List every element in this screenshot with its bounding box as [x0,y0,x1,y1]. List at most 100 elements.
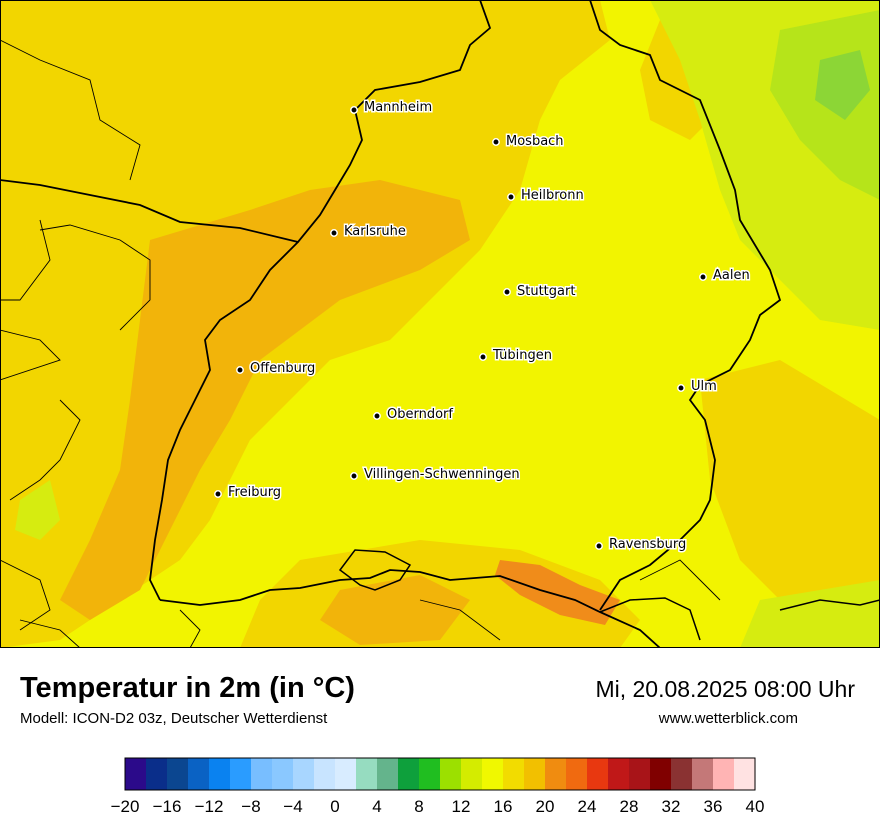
scale-tick-label: 36 [704,797,723,816]
color-scale-border [124,757,756,791]
temp-zone-12-patch [815,50,870,120]
city-karlsruhe[interactable]: Karlsruhe [330,223,407,241]
color-swatch [125,758,147,790]
city-dot [595,542,603,550]
city-offenburg[interactable]: Offenburg [236,360,317,378]
scale-tick-label: 24 [578,797,597,816]
city-label: Ravensburg [609,537,686,552]
scale-tick-label: −16 [153,797,182,816]
city-label: Stuttgart [517,284,575,299]
scale-tick-label: 20 [536,797,555,816]
city-ravensburg[interactable]: Ravensburg [595,536,688,554]
color-swatch [461,758,483,790]
scale-tick-label: −12 [195,797,224,816]
border-austria [599,597,880,641]
city-label: Mannheim [364,100,432,115]
color-swatch [146,758,168,790]
temp-zone-22-rhine [60,180,470,620]
temp-zone-22-south [320,575,470,645]
color-swatch [671,758,693,790]
city-aalen[interactable]: Aalen [699,267,751,285]
border-state-baden-wuerttemberg [0,0,782,611]
color-scale-ticks: −20 −16 −12 −8 −4 0 4 8 12 16 20 24 28 32 36 40 [111,797,765,816]
city-label: Oberndorf [387,407,453,422]
border-switzerland-loop [338,549,412,591]
color-swatch [272,758,294,790]
scale-tick-label: 40 [746,797,765,816]
city-stuttgart[interactable]: Stuttgart [503,283,577,301]
color-swatch [692,758,714,790]
city-dot [699,273,707,281]
color-swatch [251,758,273,790]
city-dot [214,490,222,498]
scale-tick-label: 4 [372,797,381,816]
city-tuebingen[interactable]: Tübingen [479,347,554,365]
temp-zone-20-southeast [700,360,880,620]
city-label: Ulm [691,379,717,394]
website-link[interactable]: www.wetterblick.com [658,710,798,727]
color-swatch [566,758,588,790]
temp-zone-16-southwest [15,480,60,540]
color-swatch [482,758,504,790]
color-swatch [545,758,567,790]
city-heilbronn[interactable]: Heilbronn [507,187,585,205]
scale-tick-label: 32 [662,797,681,816]
city-label: Aalen [713,268,750,283]
color-swatch [209,758,231,790]
city-dot [677,384,685,392]
temp-zone-16-southeast [740,580,880,648]
color-swatch [524,758,546,790]
color-swatch [587,758,609,790]
temperature-map[interactable]: Mannheim Mosbach Heilbronn Karlsruhe Aal… [0,0,880,648]
scale-tick-label: −4 [283,797,302,816]
city-dot [350,472,358,480]
color-swatch [230,758,252,790]
city-label: Heilbronn [521,188,584,203]
color-swatch [650,758,672,790]
color-swatch [377,758,399,790]
city-villingen-schwenningen[interactable]: Villingen-Schwenningen [350,466,521,484]
city-oberndorf[interactable]: Oberndorf [373,406,455,424]
city-dot [507,193,515,201]
city-dot [350,106,358,114]
color-scale-swatches [125,758,756,790]
city-dot [236,366,244,374]
scale-tick-label: −8 [241,797,260,816]
city-dot [479,353,487,361]
color-swatch [293,758,315,790]
border-rhine-france [149,241,299,601]
city-label: Offenburg [250,361,315,376]
city-label: Karlsruhe [344,224,406,239]
color-swatch [440,758,462,790]
color-scale-legend: −20 −16 −12 −8 −4 0 4 8 12 16 20 24 28 32 36 40 [0,750,880,830]
city-label: Mosbach [506,134,564,149]
model-source: Modell: ICON-D2 03z, Deutscher Wetterdie… [20,710,328,727]
city-dot [503,288,511,296]
city-mannheim[interactable]: Mannheim [350,99,434,117]
scale-tick-label: 16 [494,797,513,816]
border-switzerland [159,569,661,648]
city-mosbach[interactable]: Mosbach [492,133,565,151]
color-swatch [503,758,525,790]
color-swatch [713,758,735,790]
city-dot [373,412,381,420]
color-swatch [608,758,630,790]
color-swatch [629,758,651,790]
city-label: Villingen-Schwenningen [364,467,520,482]
map-title: Temperatur in 2m (in °C) [20,672,355,704]
city-freiburg[interactable]: Freiburg [214,484,283,502]
color-swatch [734,758,756,790]
city-ulm[interactable]: Ulm [677,378,718,396]
color-swatch [398,758,420,790]
color-swatch [356,758,378,790]
forecast-datetime: Mi, 20.08.2025 08:00 Uhr [595,676,855,702]
temp-zone-24-bodensee [495,560,620,625]
scale-tick-label: 0 [330,797,339,816]
scale-tick-label: 12 [452,797,471,816]
scale-tick-label: 8 [414,797,423,816]
color-swatch [335,758,357,790]
color-swatch [167,758,189,790]
scale-tick-label: −20 [111,797,140,816]
city-dot [330,229,338,237]
color-swatch [314,758,336,790]
